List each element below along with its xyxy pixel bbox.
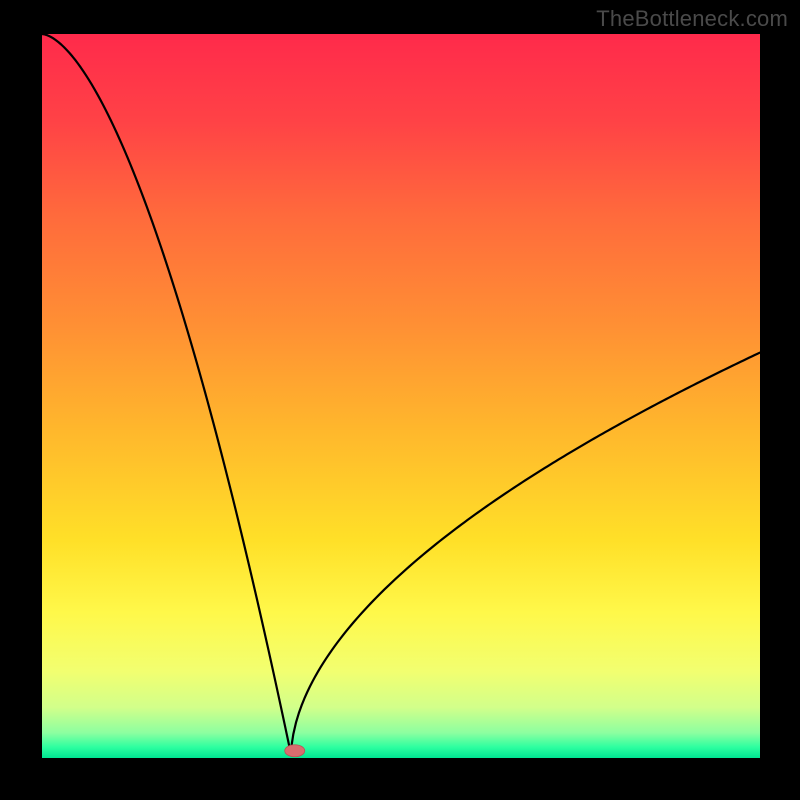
chart-svg (0, 0, 800, 800)
plot-area (42, 34, 760, 758)
chart-stage: TheBottleneck.com (0, 0, 800, 800)
dip-marker (285, 745, 305, 757)
watermark-text: TheBottleneck.com (596, 6, 788, 32)
